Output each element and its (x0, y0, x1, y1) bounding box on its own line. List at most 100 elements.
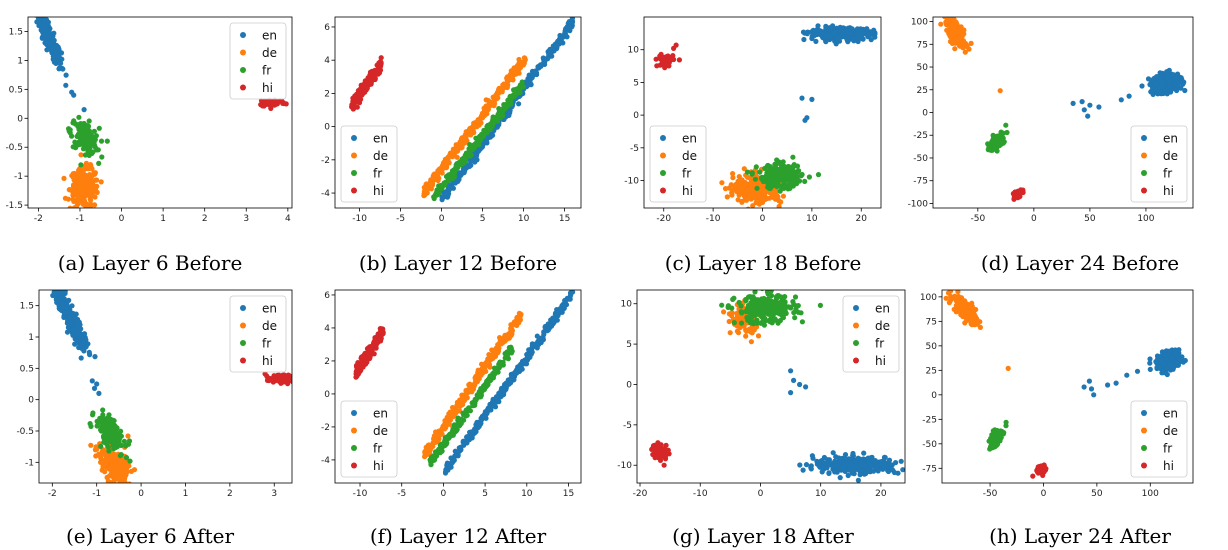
legend-box (229, 295, 287, 373)
data-point-hi (369, 74, 375, 81)
data-point-en (562, 297, 568, 304)
data-point-en (538, 63, 544, 69)
data-point-en (812, 28, 818, 35)
data-point-en (59, 301, 65, 307)
data-point-de (87, 172, 93, 178)
data-point-fr (82, 152, 88, 158)
data-point-de (102, 459, 108, 465)
data-point-hi (365, 80, 371, 86)
data-point-de (486, 352, 492, 358)
series-fr (744, 154, 822, 194)
data-point-de (478, 369, 484, 375)
data-point-en (800, 29, 807, 35)
data-point-de (441, 160, 447, 166)
data-point-fr (473, 397, 479, 403)
data-point-fr (778, 167, 784, 173)
x-tick-label: 2 (227, 489, 233, 499)
data-point-de (442, 426, 448, 432)
series-fr (66, 114, 110, 168)
data-point-en (442, 192, 449, 198)
series-de (422, 310, 524, 460)
data-point-de (436, 169, 442, 175)
data-point-fr (492, 365, 498, 371)
x-tick-label: 0 (439, 214, 445, 224)
y-tick-label: -75 (913, 177, 928, 187)
data-point-fr (86, 118, 92, 124)
data-point-fr (98, 443, 104, 449)
data-point-de (94, 183, 100, 189)
data-point-fr (993, 145, 999, 151)
legend-label-fr: fr (262, 64, 271, 78)
data-point-hi (265, 375, 271, 381)
data-point-en (64, 304, 70, 310)
data-point-en (815, 23, 821, 29)
data-point-de (747, 186, 753, 192)
data-point-de (938, 21, 944, 27)
data-point-en (566, 25, 573, 31)
x-tick-label: 4 (285, 214, 291, 224)
data-point-de (90, 189, 96, 195)
data-point-fr (100, 407, 106, 413)
data-point-fr (123, 455, 130, 461)
data-point-en (77, 332, 84, 338)
panel-caption: (e) Layer 6 After (66, 524, 235, 548)
data-point-en (1079, 99, 1085, 105)
data-point-fr (781, 185, 787, 191)
data-point-fr (93, 133, 99, 139)
data-point-en (33, 11, 38, 16)
x-tick-label: -10 (706, 214, 721, 224)
data-point-en (63, 82, 69, 88)
y-tick-label: -10 (624, 177, 639, 187)
data-point-de (436, 430, 442, 436)
series-en (799, 23, 878, 123)
data-point-de (742, 189, 748, 195)
data-point-de (119, 475, 125, 481)
data-point-fr (778, 173, 784, 179)
x-tick-label: 20 (856, 214, 868, 224)
data-point-de (468, 383, 474, 389)
legend-label-hi: hi (682, 184, 693, 198)
data-point-en (849, 26, 855, 32)
data-point-de (953, 39, 959, 45)
data-point-fr (515, 88, 521, 94)
legend-label-en: en (1163, 132, 1178, 146)
data-point-de (776, 203, 782, 208)
data-point-de (748, 196, 754, 202)
data-point-fr (87, 421, 93, 427)
data-point-fr (768, 170, 774, 176)
data-point-en (50, 261, 55, 266)
data-point-de (111, 475, 117, 481)
x-tick-label: 2 (202, 214, 208, 224)
data-point-en (864, 26, 870, 32)
data-point-en (868, 37, 874, 43)
legend-marker-hi (660, 187, 666, 194)
legend-label-hi: hi (262, 81, 273, 95)
series-hi (349, 55, 384, 112)
scatter-points (50, 261, 292, 483)
data-point-en (1126, 93, 1132, 99)
data-point-en (1174, 84, 1180, 90)
data-point-de (962, 49, 968, 55)
data-point-en (28, 0, 33, 1)
data-point-fr (506, 349, 512, 355)
legend-marker-en (660, 135, 666, 141)
data-point-fr (78, 162, 84, 168)
data-point-fr (466, 146, 472, 152)
series-hi (262, 371, 292, 387)
data-point-de (105, 464, 111, 470)
data-point-en (811, 33, 817, 39)
data-point-de (78, 152, 84, 158)
legend-label-fr: fr (682, 167, 691, 181)
legend-marker-fr (1141, 170, 1147, 176)
data-point-en (503, 384, 509, 390)
series-de (421, 55, 528, 199)
data-point-de (92, 447, 98, 453)
data-point-hi (667, 55, 673, 61)
legend-marker-en (240, 305, 246, 311)
data-point-de (92, 194, 98, 200)
x-tick-label: -2 (48, 489, 57, 499)
data-point-hi (276, 373, 282, 379)
